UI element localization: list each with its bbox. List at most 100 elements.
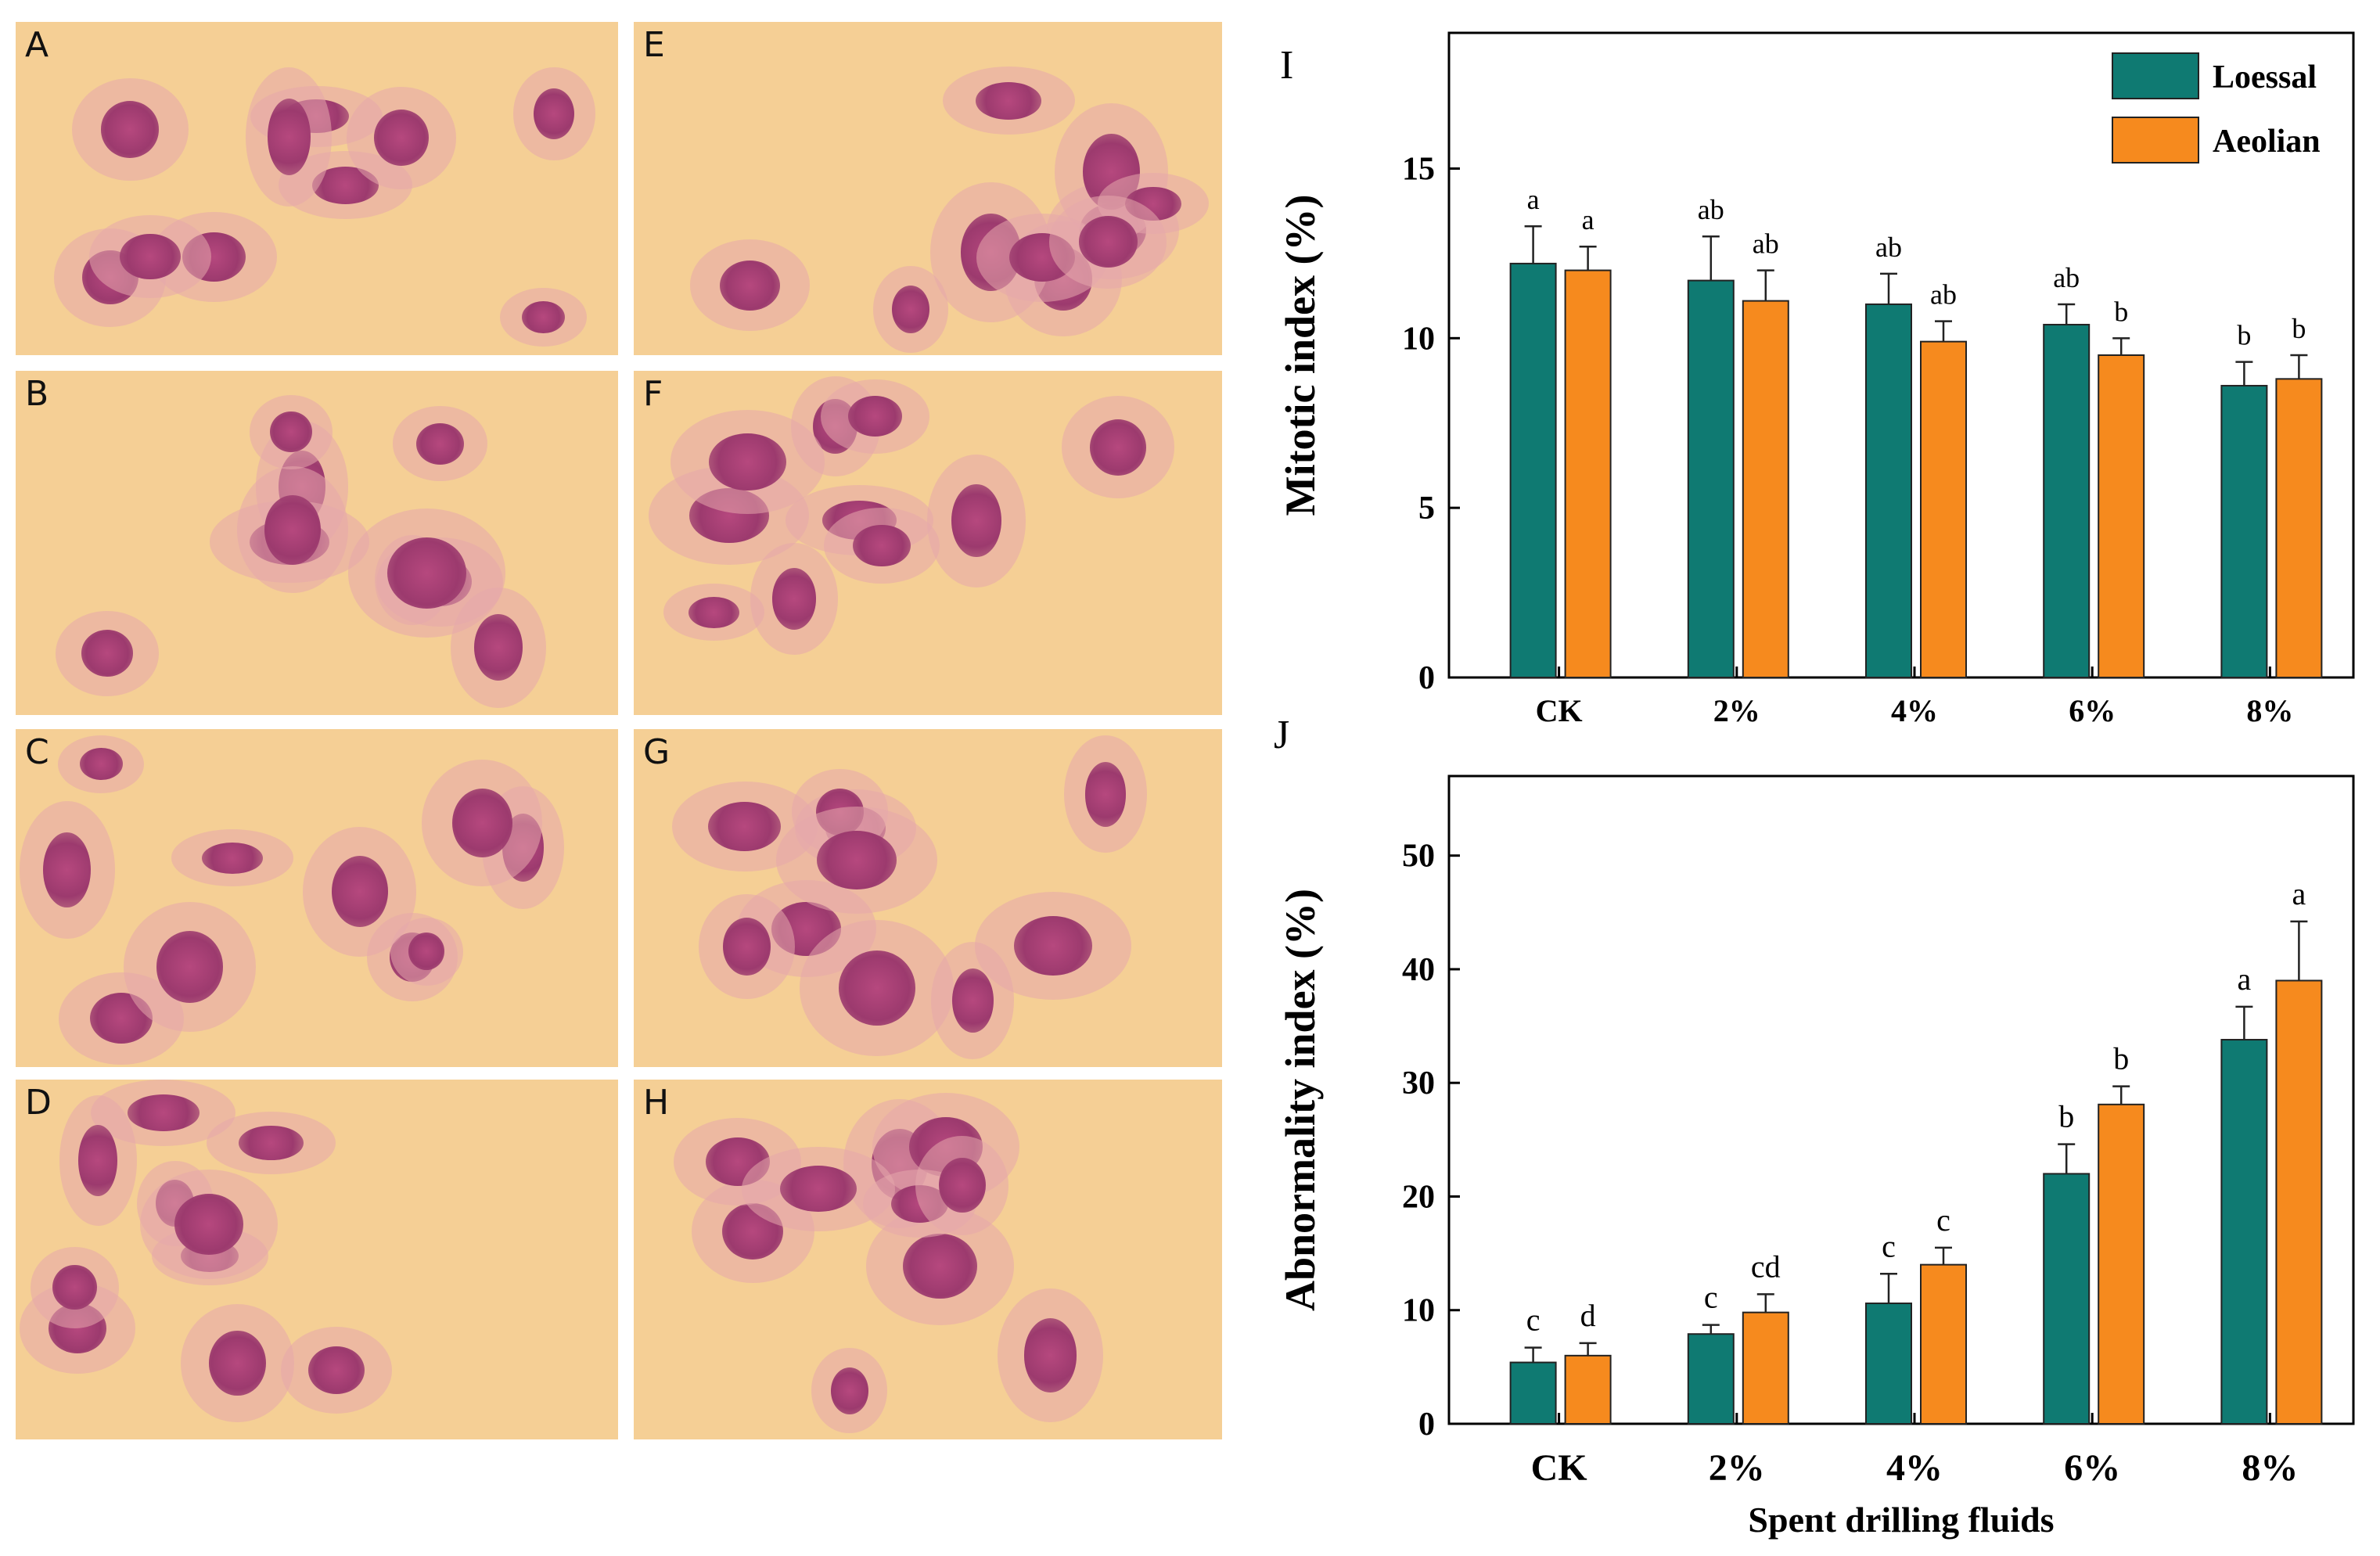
micrograph-panel-f: F	[634, 371, 1222, 715]
x-tick-label: 6%	[2064, 1447, 2120, 1489]
micrograph-panel-c: C	[16, 729, 618, 1067]
bar-aeolian	[1742, 300, 1789, 678]
cell-nucleus	[416, 422, 464, 465]
x-tick-label: 4%	[1886, 1447, 1943, 1489]
bar-aeolian	[1920, 1263, 1967, 1425]
y-tick-label: 50	[1402, 839, 1435, 875]
cell-nucleus	[688, 596, 739, 628]
cell-nucleus	[374, 110, 430, 167]
bar-aeolian	[1742, 1311, 1789, 1425]
cell-nucleus	[939, 1158, 986, 1213]
cell-nucleus	[79, 748, 123, 780]
x-tick-label: CK	[1531, 1447, 1587, 1489]
significance-letter: ab	[1753, 228, 1779, 260]
bar-loessal	[2220, 385, 2268, 678]
significance-letter: ab	[1875, 232, 1902, 263]
significance-letter: ab	[1698, 194, 1724, 225]
y-axis-label: Mitotic index (%)	[1277, 195, 1324, 516]
significance-letter: b	[2114, 296, 2128, 327]
bar-loessal	[1865, 1303, 1912, 1425]
panel-letter: E	[643, 25, 665, 65]
cell-nucleus	[830, 1367, 868, 1414]
cell-nucleus	[709, 433, 787, 491]
chart-panel-letter: J	[1274, 713, 1289, 757]
x-axis-label: Spent drilling fluids	[1748, 1500, 2054, 1540]
cell-nucleus	[156, 931, 223, 1003]
significance-letter: a	[2238, 961, 2252, 997]
significance-letter: c	[1704, 1280, 1718, 1315]
panel-letter: D	[25, 1083, 52, 1123]
bar-loessal	[1509, 1361, 1557, 1425]
significance-letter: b	[2237, 320, 2251, 351]
cell-nucleus	[78, 1124, 118, 1197]
cell-nucleus	[239, 1126, 304, 1161]
bar-aeolian	[1564, 269, 1612, 679]
cell-nucleus	[521, 300, 566, 334]
significance-letter: a	[1582, 204, 1594, 235]
cell-nucleus	[852, 524, 911, 567]
cell-nucleus	[838, 950, 915, 1026]
cell-nucleus	[451, 788, 512, 858]
cell-nucleus	[408, 933, 445, 971]
cell-nucleus	[720, 260, 781, 311]
y-tick-label: 30	[1402, 1065, 1435, 1101]
cell-nucleus	[903, 1233, 977, 1299]
significance-letter: d	[1580, 1298, 1596, 1333]
legend-label: Aeolian	[2213, 124, 2321, 160]
cell-nucleus	[43, 832, 92, 908]
bar-loessal	[1865, 303, 1912, 678]
panel-letter: F	[643, 374, 663, 414]
cell-nucleus	[951, 968, 994, 1033]
y-tick-label: 10	[1402, 321, 1435, 357]
significance-letter: ab	[2053, 262, 2080, 293]
cell-nucleus	[1089, 419, 1147, 476]
cell-nucleus	[264, 494, 321, 565]
x-tick-label: 6%	[2069, 693, 2116, 728]
significance-letter: a	[2292, 876, 2306, 911]
significance-letter: c	[1526, 1303, 1541, 1338]
significance-letter: a	[1527, 184, 1540, 215]
legend-swatch-loessal	[2112, 52, 2199, 99]
y-tick-label: 40	[1402, 952, 1435, 988]
cell-nucleus	[209, 1331, 266, 1396]
legend-label: Loessal	[2213, 59, 2317, 95]
bar-aeolian	[2275, 378, 2323, 678]
bar-aeolian	[2275, 979, 2323, 1425]
cell-nucleus	[270, 411, 312, 453]
panel-letter: C	[25, 732, 49, 772]
bar-loessal	[2043, 323, 2091, 678]
bar-aeolian	[2098, 1103, 2145, 1425]
cell-nucleus	[1013, 916, 1093, 976]
x-tick-label: 8%	[2242, 1447, 2298, 1489]
significance-letter: cd	[1751, 1249, 1781, 1284]
significance-letter: b	[2113, 1041, 2129, 1076]
y-tick-label: 0	[1418, 660, 1435, 696]
cell-nucleus	[1084, 761, 1127, 827]
cell-nucleus	[892, 286, 930, 334]
bar-aeolian	[1920, 340, 1967, 678]
bar-loessal	[2220, 1039, 2268, 1425]
cell-nucleus	[474, 614, 523, 681]
y-tick-label: 10	[1402, 1293, 1435, 1329]
cell-nucleus	[975, 81, 1042, 120]
bar-loessal	[1509, 262, 1557, 678]
cell-nucleus	[779, 1166, 857, 1213]
cell-nucleus	[534, 88, 575, 140]
cell-nucleus	[387, 537, 466, 609]
panel-letter: A	[25, 25, 49, 65]
x-tick-label: 8%	[2246, 693, 2293, 728]
x-tick-label: 4%	[1891, 693, 1938, 728]
cell-nucleus	[201, 842, 263, 874]
cell-nucleus	[1023, 1318, 1077, 1392]
cell-nucleus	[708, 801, 782, 852]
micrograph-panel-h: H	[634, 1080, 1222, 1439]
significance-letter: ab	[1930, 279, 1957, 311]
cell-nucleus	[267, 98, 311, 175]
significance-letter: c	[1882, 1228, 1896, 1263]
bar-aeolian	[2098, 354, 2145, 678]
bar-loessal	[2043, 1173, 2091, 1425]
panel-letter: H	[643, 1083, 670, 1123]
y-tick-label: 0	[1418, 1407, 1435, 1443]
